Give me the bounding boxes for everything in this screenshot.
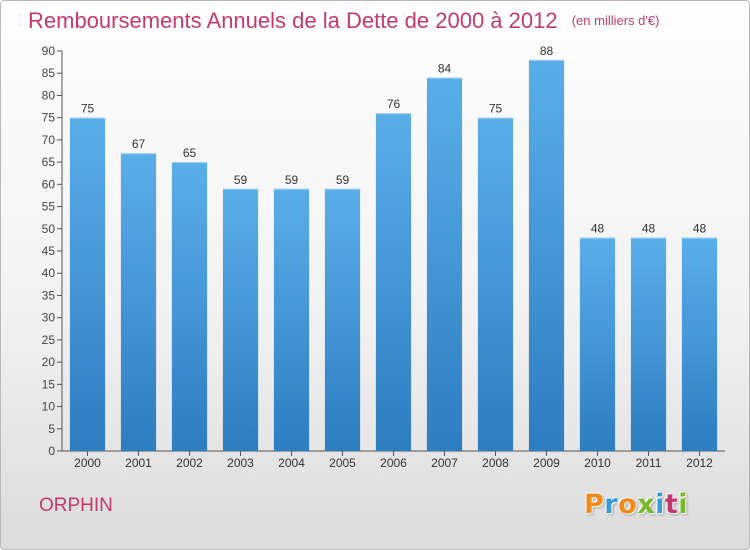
bar <box>222 188 259 451</box>
data-label: 67 <box>132 137 146 151</box>
x-tick-label: 2005 <box>329 456 356 470</box>
logo-letter: P <box>584 489 605 520</box>
y-tick-label: 20 <box>42 355 56 369</box>
x-tick-label: 2001 <box>125 456 152 470</box>
bar <box>120 153 157 451</box>
y-tick-label: 55 <box>42 200 56 214</box>
bar <box>681 237 718 451</box>
data-label: 88 <box>540 44 554 58</box>
y-tick-label: 40 <box>42 266 56 280</box>
x-tick-label: 2003 <box>227 456 254 470</box>
bar <box>324 188 361 451</box>
y-tick-label: 50 <box>42 222 56 236</box>
x-tick-label: 2009 <box>533 456 560 470</box>
x-tick-label: 2004 <box>278 456 305 470</box>
x-tick-label: 2006 <box>380 456 407 470</box>
y-tick-label: 75 <box>42 111 56 125</box>
bar <box>477 117 514 452</box>
data-label: 84 <box>438 62 452 76</box>
data-label: 48 <box>591 222 605 236</box>
y-tick-label: 65 <box>42 155 56 169</box>
logo-letter: t <box>664 489 679 520</box>
y-tick-label: 80 <box>42 88 56 102</box>
y-tick-label: 70 <box>42 133 56 147</box>
bar <box>528 59 565 452</box>
data-label: 59 <box>336 173 350 187</box>
data-label: 76 <box>387 97 401 111</box>
y-tick-label: 5 <box>48 422 55 436</box>
data-label: 75 <box>81 102 95 116</box>
data-label: 48 <box>693 222 707 236</box>
y-tick-label: 30 <box>42 311 56 325</box>
logo-letter: x <box>637 489 656 520</box>
x-tick-label: 2000 <box>74 456 101 470</box>
chart-title: Remboursements Annuels de la Dette de 20… <box>28 8 659 34</box>
x-tick-label: 2007 <box>431 456 458 470</box>
y-tick-label: 15 <box>42 377 56 391</box>
bar <box>273 188 310 451</box>
x-tick-label: 2010 <box>584 456 611 470</box>
y-tick-label: 0 <box>48 444 55 458</box>
x-tick-label: 2012 <box>686 456 713 470</box>
bar <box>426 77 463 452</box>
chart-title-text: Remboursements Annuels de la Dette de 20… <box>28 8 558 33</box>
logo-letter: o <box>618 489 638 520</box>
proxiti-logo: Proxiti <box>584 489 688 520</box>
data-label: 75 <box>489 102 503 116</box>
y-tick-label: 45 <box>42 244 56 258</box>
commune-name: ORPHIN <box>39 495 113 516</box>
x-tick-label: 2008 <box>482 456 509 470</box>
y-tick-label: 85 <box>42 66 56 80</box>
data-label: 59 <box>234 173 248 187</box>
y-tick-label: 10 <box>42 400 56 414</box>
bar <box>171 162 208 451</box>
x-tick-label: 2002 <box>176 456 203 470</box>
logo-letter: i <box>655 489 665 520</box>
bar <box>630 237 667 451</box>
data-label: 59 <box>285 173 299 187</box>
data-label: 48 <box>642 222 656 236</box>
y-tick-label: 35 <box>42 288 56 302</box>
bar <box>579 237 616 451</box>
logo-letter: i <box>678 489 689 520</box>
x-tick-label: 2011 <box>636 456 662 470</box>
bar <box>375 113 412 451</box>
y-tick-label: 90 <box>42 44 56 58</box>
bar <box>69 117 106 452</box>
chart-subtitle: (en milliers d'€) <box>571 13 660 28</box>
logo-letter: r <box>604 489 619 520</box>
data-label: 65 <box>183 146 197 160</box>
y-tick-label: 60 <box>42 177 56 191</box>
y-tick-label: 25 <box>42 333 56 347</box>
